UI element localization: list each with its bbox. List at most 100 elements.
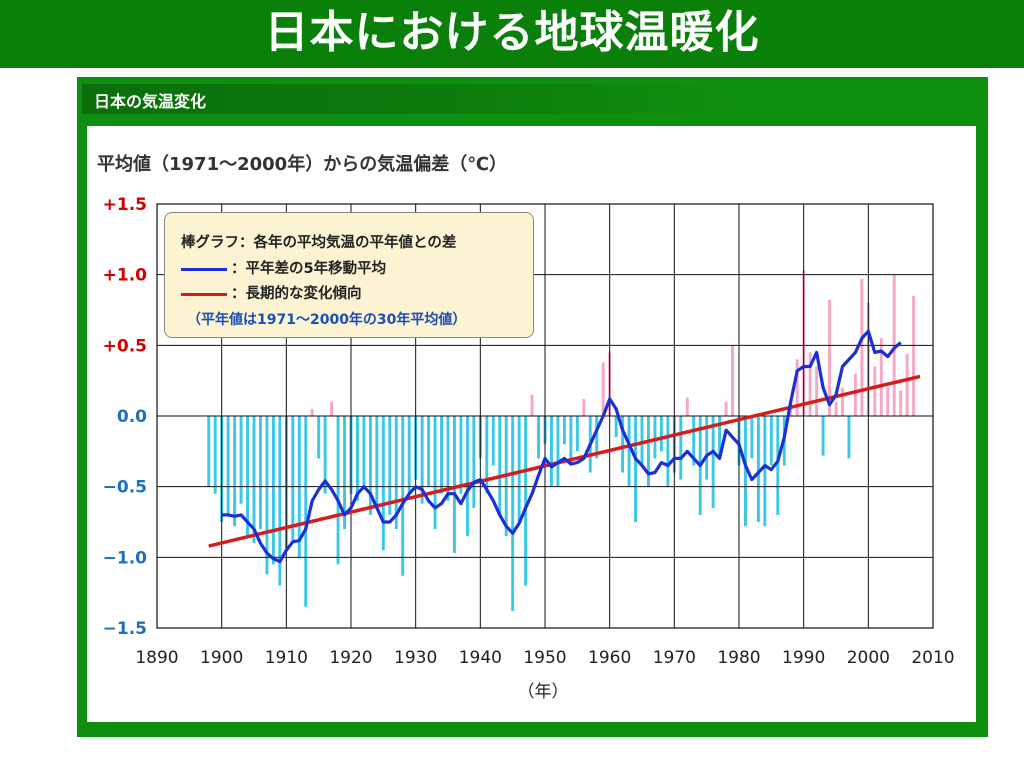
bar — [465, 416, 469, 537]
panel-title: 日本の気温変化 — [94, 92, 207, 111]
bar — [246, 416, 249, 537]
bar — [472, 416, 476, 508]
bar — [233, 416, 237, 527]
bar — [621, 416, 625, 473]
bar — [362, 416, 366, 487]
bar — [265, 416, 269, 575]
x-tick-label: 1950 — [523, 648, 566, 668]
bar — [763, 416, 767, 527]
trend-line — [208, 374, 921, 548]
x-tick-label: 1930 — [394, 648, 437, 668]
bar — [601, 362, 605, 416]
bar — [420, 416, 424, 504]
x-tick-label: 1970 — [653, 648, 696, 668]
bar — [860, 278, 864, 416]
bar — [711, 416, 715, 508]
bar — [530, 394, 534, 416]
legend-trend-label: ：長期的な変化傾向 — [231, 286, 362, 302]
bar — [647, 416, 650, 487]
bar — [795, 359, 799, 416]
bar — [317, 416, 321, 459]
bar — [614, 416, 618, 438]
bar — [239, 416, 243, 504]
bar — [886, 387, 890, 416]
bar — [776, 416, 780, 515]
bar — [433, 416, 437, 530]
y-tick-label: 0.0 — [117, 407, 147, 427]
bar — [524, 416, 528, 586]
bar — [498, 416, 502, 515]
bar — [905, 353, 909, 416]
bar — [226, 416, 230, 515]
bar — [291, 416, 295, 541]
bar — [440, 416, 443, 494]
bar — [446, 416, 450, 501]
bar — [343, 416, 346, 530]
bar — [853, 373, 857, 416]
bar — [356, 416, 359, 501]
y-tick-label: −1.0 — [103, 548, 148, 568]
x-tick-label: 1990 — [782, 648, 825, 668]
bar — [485, 416, 489, 494]
bar — [873, 366, 877, 416]
bar — [323, 416, 327, 494]
bar — [705, 416, 709, 480]
bar — [724, 401, 728, 416]
bar — [550, 416, 553, 487]
bar — [304, 416, 308, 607]
x-tick-label: 2010 — [911, 648, 954, 668]
bar — [575, 416, 579, 452]
bar — [511, 416, 515, 612]
bar — [815, 366, 819, 416]
bar — [731, 345, 734, 416]
panel-header-bar — [82, 84, 732, 114]
bar — [213, 416, 217, 494]
legend-bars-label: 棒グラフ：各年の平均気温の平年値との差 — [181, 235, 457, 251]
bar — [207, 416, 211, 487]
y-tick-label: +1.5 — [103, 195, 147, 215]
legend-moving-avg: ：平年差の5年移動平均 — [181, 257, 386, 278]
legend-moving-avg-label: ：平年差の5年移動平均 — [231, 261, 387, 277]
bar — [407, 416, 411, 494]
legend-box: 棒グラフ：各年の平均気温の平年値との差 ：平年差の5年移動平均 ：長期的な変化傾… — [164, 212, 534, 338]
x-axis-label: （年） — [518, 682, 569, 702]
bar — [427, 416, 431, 487]
y-tick-label: −0.5 — [103, 478, 147, 498]
bar — [750, 416, 754, 459]
bar — [491, 416, 495, 466]
bar — [640, 416, 644, 466]
bar — [582, 399, 586, 416]
title-banner — [0, 0, 1024, 68]
x-tick-label: 1890 — [135, 648, 178, 668]
bar — [388, 416, 392, 515]
bar — [769, 416, 773, 466]
bar — [756, 416, 760, 522]
bar — [847, 416, 851, 459]
bar — [666, 416, 670, 487]
x-tick-label: 1910 — [265, 648, 308, 668]
moving-average-line — [221, 329, 902, 564]
y-tick-label: +0.5 — [103, 336, 147, 356]
x-tick-label: 1960 — [588, 648, 631, 668]
bar — [401, 416, 405, 576]
bar — [394, 416, 398, 530]
bar — [912, 295, 916, 416]
bar — [537, 416, 540, 459]
bar — [834, 401, 838, 416]
bar — [899, 390, 903, 416]
bar — [330, 401, 334, 416]
bar — [459, 416, 463, 494]
bar — [821, 416, 825, 456]
y-tick-label: −1.5 — [103, 619, 147, 639]
legend-note: （平年値は1971〜2000年の30年平均値） — [187, 312, 467, 328]
bar — [634, 416, 637, 522]
y-tick-label: +1.0 — [103, 266, 148, 286]
x-tick-label: 1920 — [329, 648, 372, 668]
bar — [879, 338, 883, 416]
plot-border — [156, 203, 934, 629]
bar — [278, 416, 282, 586]
bar — [368, 416, 372, 515]
bar — [679, 416, 683, 480]
chart-title: 平均値（1971〜2000年）からの気温偏差（℃） — [97, 154, 507, 175]
